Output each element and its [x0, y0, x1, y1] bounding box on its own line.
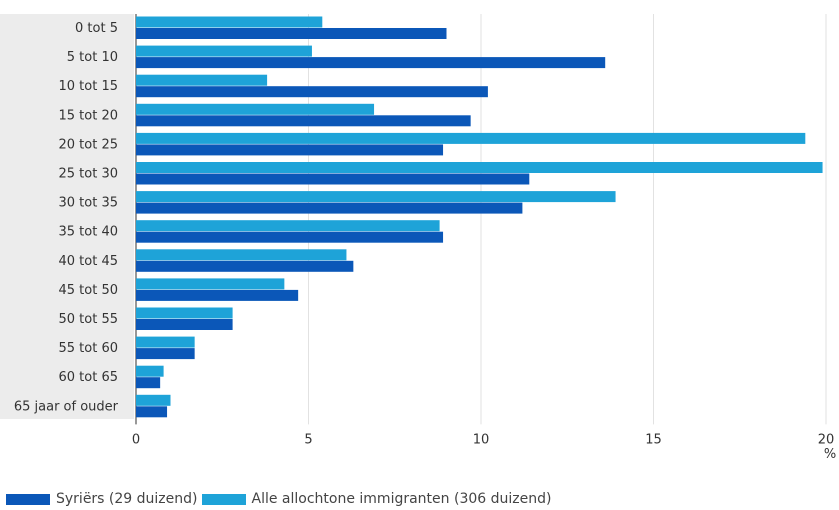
legend-label-syriers: Syriërs (29 duizend)	[56, 491, 198, 507]
bar-alle-allochtone	[136, 336, 195, 348]
bar-alle-allochtone	[136, 307, 233, 319]
bar-syriers	[136, 377, 161, 389]
category-label: 30 tot 35	[59, 196, 119, 211]
bar-alle-allochtone	[136, 249, 347, 261]
bar-syriers	[136, 319, 233, 330]
legend-item-alle-allochtone: Alle allochtone immigranten (306 duizend…	[201, 491, 556, 507]
bar-alle-allochtone	[136, 220, 440, 232]
category-label: 0 tot 5	[75, 21, 118, 36]
bar-syriers	[136, 348, 195, 360]
bar-syriers	[136, 173, 530, 185]
category-label: 20 tot 25	[59, 137, 119, 152]
category-label: 15 tot 20	[59, 108, 119, 123]
bar-alle-allochtone	[136, 45, 312, 57]
category-label: 40 tot 45	[59, 254, 119, 269]
bar-syriers	[136, 57, 606, 69]
category-label: 45 tot 50	[59, 283, 119, 298]
category-labels: 0 tot 5 5 tot 10 10 tot 15 15 tot 20 20 tot …	[14, 21, 119, 414]
bar-alle-allochtone	[136, 132, 806, 144]
x-unit-label: %	[824, 447, 836, 462]
bar-alle-allochtone	[136, 191, 616, 203]
legend: Syriërs (29 duizend) Alle allochtone imm…	[6, 491, 555, 507]
category-label: 25 tot 30	[59, 167, 119, 182]
category-label: 55 tot 60	[59, 341, 119, 356]
bar-syriers	[136, 144, 444, 156]
category-label: 65 jaar of ouder	[14, 399, 119, 414]
bar-syriers	[136, 231, 444, 243]
bar-chart: 0 tot 5 5 tot 10 10 tot 15 15 tot 20 20 tot …	[0, 14, 836, 462]
legend-label-alle-allochtone: Alle allochtone immigranten (306 duizend…	[251, 491, 552, 507]
bar-alle-allochtone	[136, 278, 285, 290]
bar-alle-allochtone	[136, 103, 375, 115]
bar-syriers	[136, 28, 447, 39]
bar-syriers	[136, 86, 488, 98]
bar-syriers	[136, 289, 299, 301]
x-tick-labels: 0 5 10 15 20	[132, 432, 834, 447]
category-label: 50 tot 55	[59, 312, 119, 327]
legend-swatch-syriers	[6, 493, 50, 505]
x-tick-label: 10	[473, 432, 490, 447]
category-label: 10 tot 15	[59, 79, 119, 94]
x-tick-label: 5	[304, 432, 312, 447]
legend-item-syriers: Syriërs (29 duizend)	[6, 491, 202, 507]
bar-alle-allochtone	[136, 365, 164, 377]
x-tick-label: 15	[645, 432, 662, 447]
bars	[136, 16, 823, 418]
bar-alle-allochtone	[136, 74, 268, 86]
bar-alle-allochtone	[136, 16, 323, 28]
x-tick-label: 20	[818, 432, 835, 447]
category-label: 60 tot 65	[59, 370, 119, 385]
category-label-panel	[0, 14, 134, 419]
category-label: 35 tot 40	[59, 225, 119, 240]
bar-alle-allochtone	[136, 162, 823, 173]
bar-syriers	[136, 406, 168, 418]
legend-swatch-alle-allochtone	[201, 493, 246, 505]
x-tick-label: 0	[132, 432, 140, 447]
category-label: 5 tot 10	[67, 50, 118, 65]
bar-syriers	[136, 260, 354, 272]
bar-syriers	[136, 115, 471, 127]
bar-syriers	[136, 202, 523, 214]
bar-alle-allochtone	[136, 394, 171, 406]
